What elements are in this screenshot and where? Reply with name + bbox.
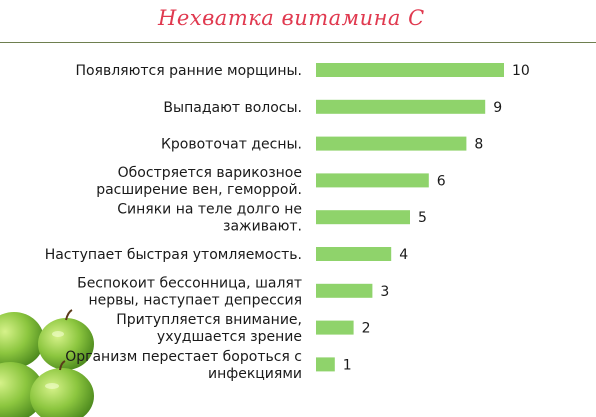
bar bbox=[316, 63, 504, 77]
category-label: Беспокоит бессонница, шалят нервы, наступ… bbox=[77, 275, 302, 308]
bar-value-label: 10 bbox=[512, 63, 530, 79]
category-label: Появляются ранние морщины. bbox=[75, 63, 302, 79]
bar bbox=[316, 247, 392, 261]
bar bbox=[316, 210, 410, 225]
category-label: Наступает быстрая утомляемость. bbox=[45, 247, 302, 263]
category-label: Кровоточат десны. bbox=[161, 137, 302, 153]
category-label: Организм перестает бороться с инфекциями bbox=[65, 349, 302, 382]
bar-value-label: 9 bbox=[493, 100, 502, 116]
bar-value-label: 3 bbox=[380, 284, 389, 300]
bar bbox=[316, 173, 429, 188]
bar-value-label: 1 bbox=[343, 357, 352, 373]
bar-value-label: 2 bbox=[362, 321, 371, 337]
chart-title: Нехватка витамина С bbox=[158, 6, 425, 30]
category-label: Синяки на теле долго не заживают. bbox=[117, 202, 302, 235]
title-divider bbox=[0, 42, 596, 43]
bar bbox=[316, 320, 354, 335]
category-label: Обостряется варикозное расширение вен, ге… bbox=[96, 165, 302, 198]
bar-value-label: 4 bbox=[399, 247, 408, 263]
bar bbox=[316, 136, 467, 151]
bar bbox=[316, 99, 486, 114]
bar bbox=[316, 357, 335, 372]
category-label: Выпадают волосы. bbox=[163, 100, 302, 116]
category-label: Притупляется внимание, ухудшается зрение bbox=[116, 312, 302, 345]
bar-value-label: 8 bbox=[474, 137, 483, 153]
bar-value-label: 5 bbox=[418, 210, 427, 226]
bar bbox=[316, 283, 373, 298]
green-apples-image bbox=[0, 309, 94, 417]
bar-value-label: 6 bbox=[437, 173, 446, 189]
